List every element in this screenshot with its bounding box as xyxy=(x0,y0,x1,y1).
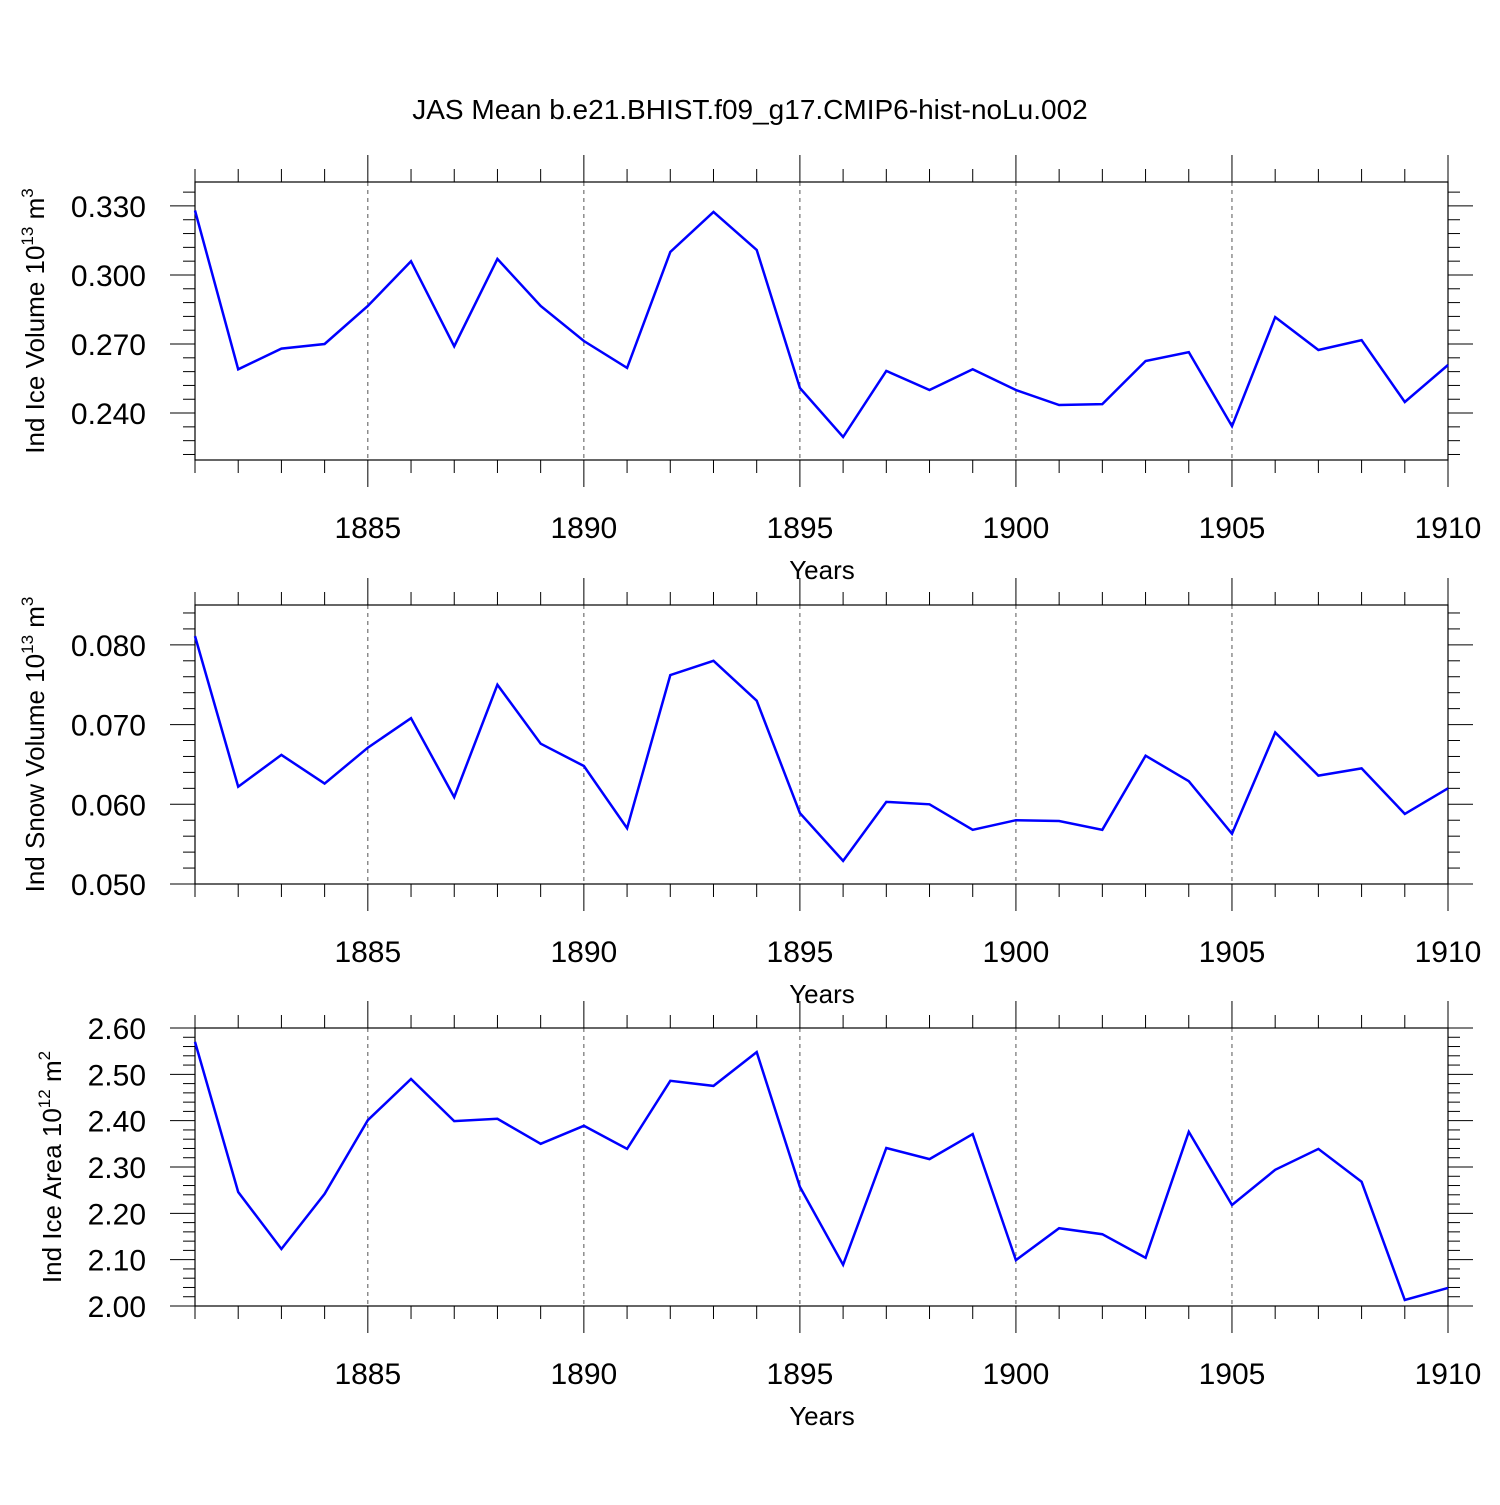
x-tick-label: 1905 xyxy=(1199,1358,1266,1391)
x-tick-label: 1895 xyxy=(767,936,834,969)
y-tick-label: 2.20 xyxy=(88,1198,146,1231)
y-tick-label: 2.40 xyxy=(88,1106,146,1139)
x-tick-label: 1895 xyxy=(767,512,834,545)
x-tick-label: 1895 xyxy=(767,1358,834,1391)
y-tick-label: 0.330 xyxy=(71,191,146,224)
x-tick-label: 1885 xyxy=(334,936,401,969)
y-tick-label: 2.60 xyxy=(88,1013,146,1046)
x-tick-label: 1910 xyxy=(1415,512,1482,545)
x-axis-label: Years xyxy=(789,555,855,585)
panel-1: 0.240 0.270 0.300 0.330 1885 1890 1895 1900 1905… xyxy=(18,155,1481,585)
x-tick-label: 1890 xyxy=(550,936,617,969)
x-tick-label: 1900 xyxy=(983,512,1050,545)
y-tick-label: 0.300 xyxy=(71,260,146,293)
series-line xyxy=(195,636,1448,861)
y-tick-label: 0.050 xyxy=(71,869,146,902)
plot-frame xyxy=(195,182,1448,460)
x-tick-label: 1910 xyxy=(1415,936,1482,969)
x-tick-label: 1905 xyxy=(1199,936,1266,969)
y-tick-label: 2.50 xyxy=(88,1059,146,1092)
x-tick-label: 1910 xyxy=(1415,1358,1482,1391)
x-tick-label: 1890 xyxy=(550,1358,617,1391)
y-tick-label: 2.30 xyxy=(88,1152,146,1185)
y-axis-label: Ind Snow Volume 1013 m3 xyxy=(18,597,50,893)
x-tick-label: 1900 xyxy=(983,1358,1050,1391)
series-line xyxy=(195,1042,1448,1300)
x-tick-label: 1885 xyxy=(334,512,401,545)
x-tick-label: 1890 xyxy=(550,512,617,545)
plot-frame xyxy=(195,1028,1448,1306)
panel-2: 0.050 0.060 0.070 0.080 1885 1890 1895 1900 1905… xyxy=(18,578,1481,1009)
y-tick-label: 0.080 xyxy=(71,630,146,663)
y-tick-label: 2.10 xyxy=(88,1245,146,1278)
y-tick-label: 0.270 xyxy=(71,329,146,362)
x-axis-label: Years xyxy=(789,979,855,1009)
y-tick-label: 2.00 xyxy=(88,1291,146,1324)
x-tick-label: 1900 xyxy=(983,936,1050,969)
x-tick-label: 1905 xyxy=(1199,512,1266,545)
plot-frame xyxy=(195,605,1448,884)
series-line xyxy=(195,211,1448,438)
y-axis-label: Ind Ice Area 1012 m2 xyxy=(35,1051,67,1283)
x-tick-label: 1885 xyxy=(334,1358,401,1391)
x-axis-label: Years xyxy=(789,1401,855,1431)
y-tick-label: 0.240 xyxy=(71,398,146,431)
chart-title: JAS Mean b.e21.BHIST.f09_g17.CMIP6-hist-… xyxy=(412,94,1088,125)
panel-3: 2.00 2.10 2.20 2.30 2.40 2.50 2.60 1885 1890 1895… xyxy=(35,1001,1481,1431)
y-tick-label: 0.070 xyxy=(71,710,146,743)
y-tick-label: 0.060 xyxy=(71,789,146,822)
y-axis-label: Ind Ice Volume 1013 m3 xyxy=(18,188,50,453)
